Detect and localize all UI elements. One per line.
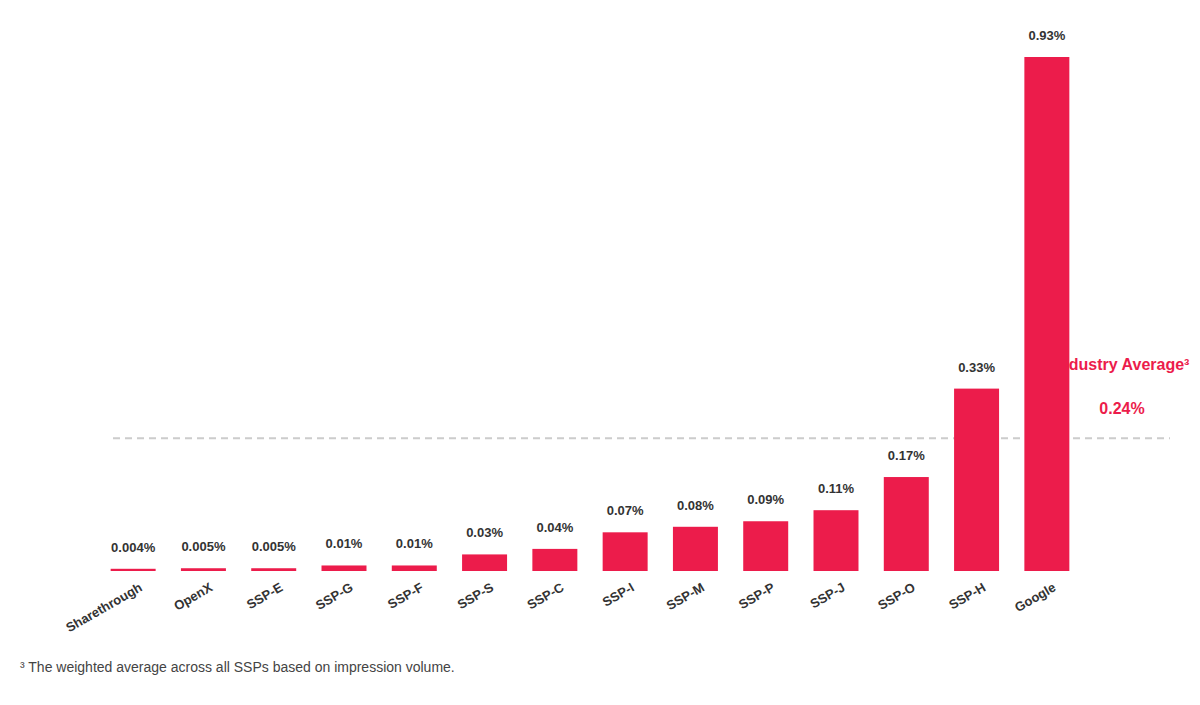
x-tick-label: SSP-P (736, 579, 778, 612)
bar (322, 565, 367, 571)
bar (532, 549, 577, 571)
data-label: 0.33% (958, 360, 995, 375)
data-label: 0.03% (466, 525, 503, 540)
bar (814, 510, 859, 571)
reference-line (113, 437, 1170, 439)
x-tick-label: OpenX (171, 579, 215, 613)
x-tick-label: SSP-F (385, 580, 426, 612)
x-tick-label: SSP-J (807, 580, 847, 612)
bar (392, 565, 437, 571)
bar (181, 568, 226, 571)
bars (111, 57, 1070, 571)
chart: 0.004% 0.005% 0.005% 0.01% 0.01% 0.03% 0.04% 0.… (0, 0, 1200, 705)
x-tick-label: SSP-O (875, 580, 918, 613)
x-tick-label: SSP-E (244, 579, 286, 612)
data-label: 0.08% (677, 498, 714, 513)
data-label: 0.93% (1028, 28, 1065, 43)
x-tick-label: Sharethrough (63, 580, 144, 636)
reference-label: Industry Average³ (1055, 356, 1190, 373)
data-label: 0.17% (888, 448, 925, 463)
data-label: 0.005% (252, 539, 297, 554)
bar (462, 554, 507, 571)
bar (603, 532, 648, 571)
footnote: ³ The weighted average across all SSPs b… (20, 659, 455, 675)
bar (884, 477, 929, 571)
reference-value: 0.24% (1099, 400, 1144, 417)
x-tick-label: SSP-G (313, 580, 356, 613)
bar (1024, 57, 1069, 571)
data-label: 0.004% (111, 540, 156, 555)
bar (111, 569, 156, 571)
data-label: 0.01% (396, 536, 433, 551)
x-tick-label: SSP-H (946, 580, 988, 613)
bar (251, 568, 296, 571)
x-tick-label: Google (1012, 580, 1058, 615)
bar (673, 527, 718, 571)
x-tick-label: SSP-S (455, 579, 497, 612)
bar (954, 389, 999, 571)
data-label: 0.07% (607, 503, 644, 518)
data-label: 0.04% (536, 520, 573, 535)
bar (743, 521, 788, 571)
x-tick-label: SSP-I (600, 580, 637, 610)
data-label: 0.01% (326, 536, 363, 551)
x-tick-label: SSP-M (664, 580, 707, 614)
x-tick-label: SSP-C (524, 579, 566, 612)
data-label: 0.11% (818, 481, 855, 496)
data-label: 0.09% (747, 492, 784, 507)
data-label: 0.005% (181, 539, 226, 554)
